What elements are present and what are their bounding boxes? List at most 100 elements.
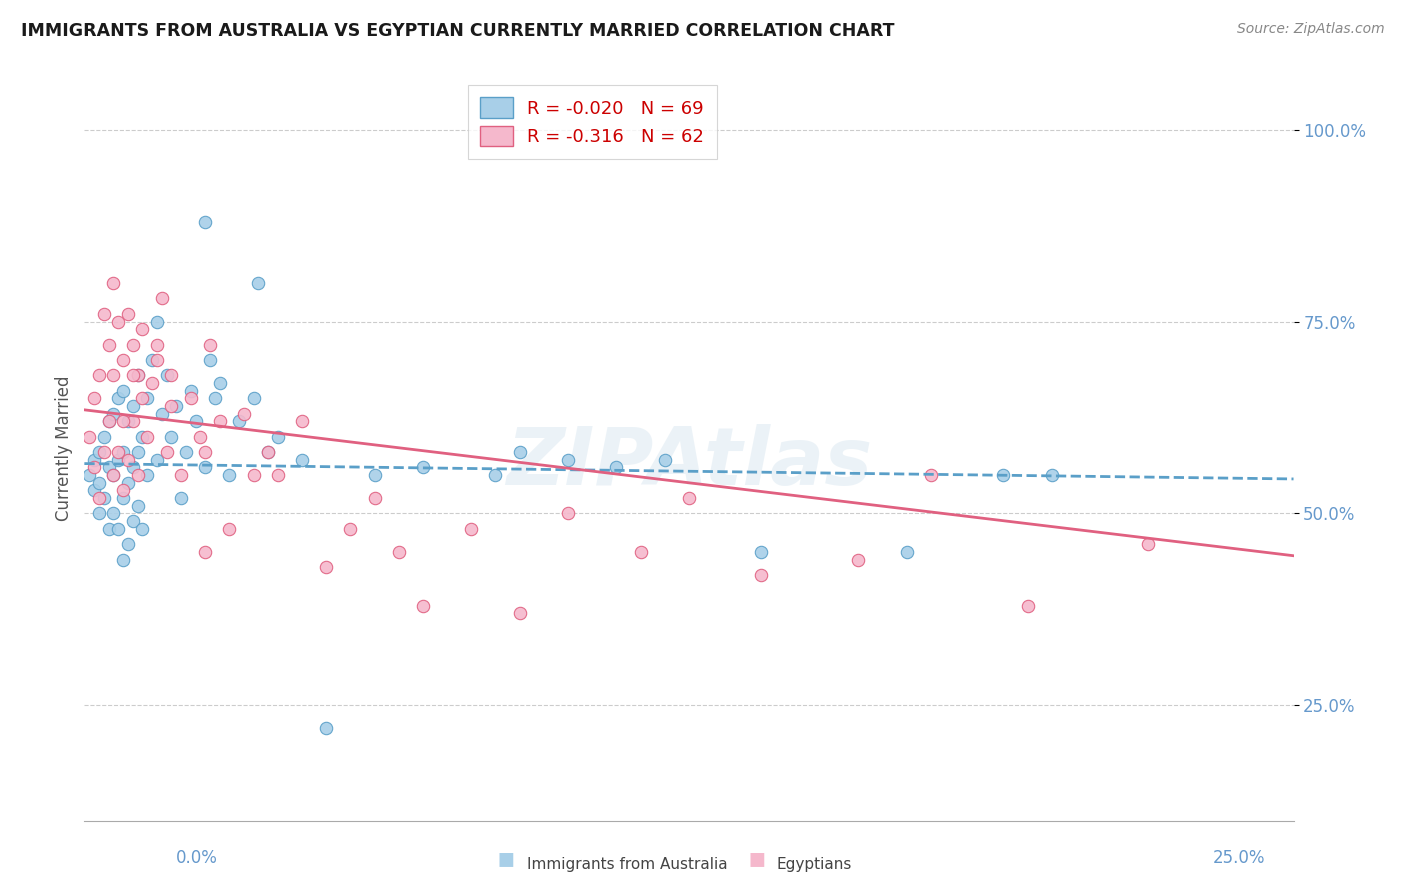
- Point: [87, 475, 110, 490]
- Point: [846, 552, 869, 566]
- Point: [136, 430, 159, 444]
- Point: [97, 337, 120, 351]
- Point: [117, 414, 139, 428]
- Point: [174, 445, 197, 459]
- Point: [267, 430, 290, 444]
- Point: [363, 491, 385, 505]
- Point: [97, 522, 120, 536]
- Point: [107, 392, 129, 406]
- Point: [121, 460, 143, 475]
- Point: [557, 452, 579, 467]
- Point: [751, 545, 773, 559]
- Point: [127, 368, 149, 383]
- Point: [184, 414, 207, 428]
- Point: [242, 468, 264, 483]
- Point: [131, 522, 153, 536]
- Point: [170, 491, 193, 505]
- Point: [315, 722, 337, 736]
- Point: [150, 292, 173, 306]
- Point: [112, 353, 135, 368]
- Point: [180, 384, 202, 398]
- Point: [107, 522, 129, 536]
- Point: [121, 337, 143, 351]
- Point: [93, 491, 115, 505]
- Point: [131, 322, 153, 336]
- Point: [83, 460, 105, 475]
- Text: ▪: ▪: [747, 845, 766, 872]
- Point: [146, 314, 169, 328]
- Legend: R = -0.020   N = 69, R = -0.316   N = 62: R = -0.020 N = 69, R = -0.316 N = 62: [468, 85, 717, 159]
- Point: [107, 314, 129, 328]
- Point: [121, 368, 143, 383]
- Point: [112, 491, 135, 505]
- Point: [112, 384, 135, 398]
- Point: [103, 468, 125, 483]
- Point: [228, 414, 250, 428]
- Text: 0.0%: 0.0%: [176, 849, 218, 867]
- Point: [131, 392, 153, 406]
- Point: [242, 392, 264, 406]
- Point: [315, 560, 337, 574]
- Point: [117, 537, 139, 551]
- Point: [198, 337, 221, 351]
- Point: [605, 460, 627, 475]
- Point: [363, 468, 385, 483]
- Point: [630, 545, 652, 559]
- Text: IMMIGRANTS FROM AUSTRALIA VS EGYPTIAN CURRENTLY MARRIED CORRELATION CHART: IMMIGRANTS FROM AUSTRALIA VS EGYPTIAN CU…: [21, 22, 894, 40]
- Point: [993, 468, 1015, 483]
- Text: Egyptians: Egyptians: [776, 857, 852, 872]
- Point: [121, 399, 143, 413]
- Text: ▪: ▪: [496, 845, 516, 872]
- Point: [654, 452, 676, 467]
- Point: [103, 468, 125, 483]
- Point: [103, 407, 125, 421]
- Point: [87, 445, 110, 459]
- Point: [412, 460, 434, 475]
- Point: [103, 507, 125, 521]
- Point: [180, 392, 202, 406]
- Point: [920, 468, 942, 483]
- Text: Source: ZipAtlas.com: Source: ZipAtlas.com: [1237, 22, 1385, 37]
- Point: [83, 452, 105, 467]
- Point: [121, 414, 143, 428]
- Point: [557, 507, 579, 521]
- Point: [127, 368, 149, 383]
- Point: [1137, 537, 1160, 551]
- Point: [509, 607, 531, 621]
- Point: [83, 483, 105, 498]
- Point: [97, 414, 120, 428]
- Point: [117, 307, 139, 321]
- Point: [160, 368, 183, 383]
- Point: [1040, 468, 1063, 483]
- Point: [194, 545, 217, 559]
- Point: [136, 392, 159, 406]
- Point: [141, 376, 163, 390]
- Point: [233, 407, 256, 421]
- Point: [291, 452, 314, 467]
- Point: [112, 414, 135, 428]
- Point: [103, 276, 125, 290]
- Point: [155, 368, 177, 383]
- Point: [194, 445, 217, 459]
- Point: [93, 445, 115, 459]
- Point: [896, 545, 918, 559]
- Text: ZIPAtlas: ZIPAtlas: [506, 424, 872, 502]
- Point: [150, 407, 173, 421]
- Text: 25.0%: 25.0%: [1213, 849, 1265, 867]
- Point: [190, 430, 212, 444]
- Point: [146, 353, 169, 368]
- Point: [257, 445, 280, 459]
- Point: [146, 452, 169, 467]
- Point: [412, 599, 434, 613]
- Point: [93, 307, 115, 321]
- Point: [136, 468, 159, 483]
- Point: [208, 414, 231, 428]
- Point: [484, 468, 506, 483]
- Point: [194, 215, 217, 229]
- Point: [127, 445, 149, 459]
- Point: [97, 414, 120, 428]
- Point: [97, 460, 120, 475]
- Point: [103, 368, 125, 383]
- Point: [267, 468, 290, 483]
- Point: [87, 368, 110, 383]
